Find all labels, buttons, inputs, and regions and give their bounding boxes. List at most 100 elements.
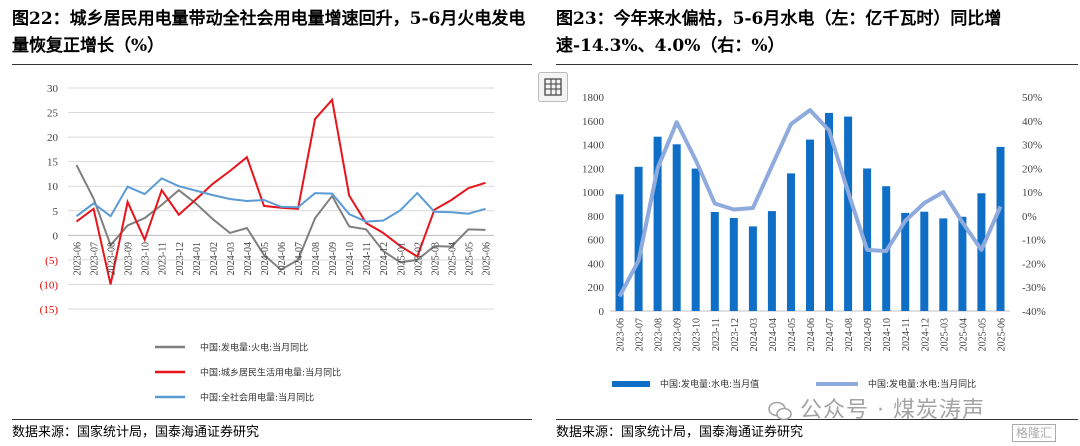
corner-logo: 格隆汇 — [1012, 424, 1057, 442]
bar — [939, 218, 948, 311]
watermark-text: 公众号 · 煤炭涛声 — [800, 398, 985, 423]
x-tick-label: 2024-07 — [825, 318, 836, 351]
y-tick-label: 5 — [53, 206, 59, 218]
y-tick-label: 20 — [47, 132, 59, 144]
y-left-tick-label: 1200 — [582, 163, 605, 175]
x-tick-label: 2024-12 — [920, 318, 931, 351]
y-right-tick-label: 20% — [1022, 163, 1042, 175]
series-line-1 — [75, 164, 486, 271]
x-tick-label: 2025-01 — [396, 242, 407, 275]
x-tick-label: 2024-05 — [787, 318, 798, 351]
y-left-tick-label: 1600 — [582, 116, 605, 128]
x-tick-label: 2023-11 — [158, 242, 169, 275]
bar — [748, 226, 757, 311]
x-tick-label: 2024-08 — [844, 318, 855, 351]
legend-label-2: 中国:城乡居民生活用电量:当月同比 — [200, 367, 341, 379]
legend-label-line: 中国:发电量:水电:当月同比 — [868, 378, 976, 390]
y-tick-label: 0 — [53, 230, 59, 242]
figure-23-title: 图23：今年来水偏枯，5-6月水电（左：亿千瓦时）同比增速-14.3%、4.0%… — [556, 9, 1002, 56]
x-tick-label: 2024-01 — [192, 242, 203, 275]
bar — [615, 194, 624, 311]
x-tick-label: 2024-02 — [209, 242, 220, 275]
y-tick-label: 10 — [47, 181, 59, 193]
figure-22-source: 数据来源：国家统计局，国泰海通证券研究 — [12, 425, 260, 440]
bar — [863, 168, 872, 311]
series-line-3 — [75, 177, 486, 223]
series-line-yoy — [617, 108, 1003, 298]
x-tick-label: 2024-06 — [806, 318, 817, 351]
x-tick-label: 2023-08 — [107, 242, 118, 275]
x-tick-label: 2023-06 — [73, 242, 84, 275]
legend-label-bar: 中国:发电量:水电:当月值 — [660, 378, 759, 390]
x-tick-label: 2023-07 — [635, 318, 646, 351]
bar — [787, 173, 795, 311]
bar — [901, 212, 910, 311]
figure-22-title: 图22：城乡居民用电量带动全社会用电量增速回升，5-6月火电发电量恢复正增长（%… — [12, 9, 526, 56]
y-left-tick-label: 600 — [588, 235, 605, 247]
x-tick-label: 2024-03 — [749, 318, 760, 351]
x-tick-label: 2024-04 — [768, 318, 779, 351]
x-tick-label: 2025-04 — [958, 318, 969, 351]
x-tick-label: 2023-10 — [141, 242, 152, 275]
y-left-tick-label: 200 — [588, 282, 605, 294]
bar — [920, 211, 929, 311]
x-tick-label: 2025-04 — [447, 242, 458, 275]
wechat-watermark: 公众号 · 煤炭涛声 — [768, 392, 985, 424]
y-right-tick-label: 0% — [1022, 211, 1037, 223]
wechat-icon — [768, 401, 792, 421]
y-tick-label: 25 — [47, 108, 59, 120]
y-tick-label: (10) — [40, 279, 59, 291]
legend-label-1: 中国:发电量:火电:当月同比 — [200, 342, 308, 354]
x-tick-label: 2024-07 — [294, 242, 305, 275]
y-right-tick-label: -40% — [1022, 306, 1046, 318]
y-left-tick-label: 1800 — [582, 92, 605, 104]
bar — [958, 216, 967, 311]
x-tick-label: 2024-06 — [277, 242, 288, 275]
y-tick-label: 30 — [47, 83, 59, 95]
bar — [996, 146, 1005, 311]
x-tick-label: 2023-12 — [730, 318, 741, 351]
legend-label-3: 中国:全社会用电量:当月同比 — [200, 392, 314, 404]
bar — [844, 116, 853, 311]
x-tick-label: 2024-05 — [260, 242, 271, 275]
y-left-tick-label: 1400 — [582, 140, 605, 152]
x-tick-label: 2023-10 — [692, 318, 703, 351]
y-right-tick-label: 40% — [1022, 116, 1042, 128]
bar — [710, 212, 719, 311]
y-left-tick-label: 800 — [588, 211, 605, 223]
x-tick-label: 2023-08 — [654, 318, 665, 351]
x-tick-label: 2024-08 — [311, 242, 322, 275]
bar — [729, 218, 738, 311]
x-tick-label: 2024-10 — [882, 318, 893, 351]
y-tick-label: 15 — [47, 157, 59, 169]
x-tick-label: 2023-09 — [124, 242, 135, 275]
y-left-tick-label: 400 — [588, 258, 605, 270]
x-tick-label: 2023-12 — [175, 242, 186, 275]
y-left-tick-label: 0 — [599, 306, 605, 318]
bar — [653, 136, 662, 311]
spreadsheet-icon[interactable] — [538, 72, 568, 102]
bar — [977, 193, 986, 311]
x-tick-label: 2025-06 — [481, 242, 492, 275]
x-tick-label: 2023-06 — [616, 318, 627, 351]
y-tick-label: (5) — [45, 255, 58, 267]
x-tick-label: 2023-11 — [711, 318, 722, 351]
bar-line-chart: 1800 1600 1400 1200 1000 800 600 400 200 0 50% 40% 3… — [582, 92, 1046, 390]
x-tick-label: 2024-11 — [901, 318, 912, 351]
figure-22-panel: 图22：城乡居民用电量带动全社会用电量增速回升，5-6月火电发电量恢复正增长（%… — [0, 0, 535, 446]
x-tick-label: 2025-05 — [977, 318, 988, 351]
title-divider — [556, 64, 1078, 65]
line-chart: 30 25 20 15 10 5 0 (5) (10) (15) 2023-06 2023-07 202… — [40, 83, 494, 404]
x-tick-label: 2024-04 — [243, 242, 254, 275]
x-tick-label: 2023-09 — [673, 318, 684, 351]
source-divider — [12, 419, 532, 420]
bar — [767, 211, 776, 311]
x-tick-label: 2024-09 — [328, 242, 339, 275]
x-tick-label: 2025-03 — [430, 242, 441, 275]
bar — [672, 144, 681, 311]
x-tick-label: 2025-06 — [996, 318, 1007, 351]
spreadsheet-glyph — [544, 78, 562, 96]
y-left-tick-label: 1000 — [582, 187, 605, 199]
y-tick-label: (15) — [40, 304, 59, 316]
figure-23-source: 数据来源：国家统计局，国泰海通证券研究 — [556, 425, 804, 440]
